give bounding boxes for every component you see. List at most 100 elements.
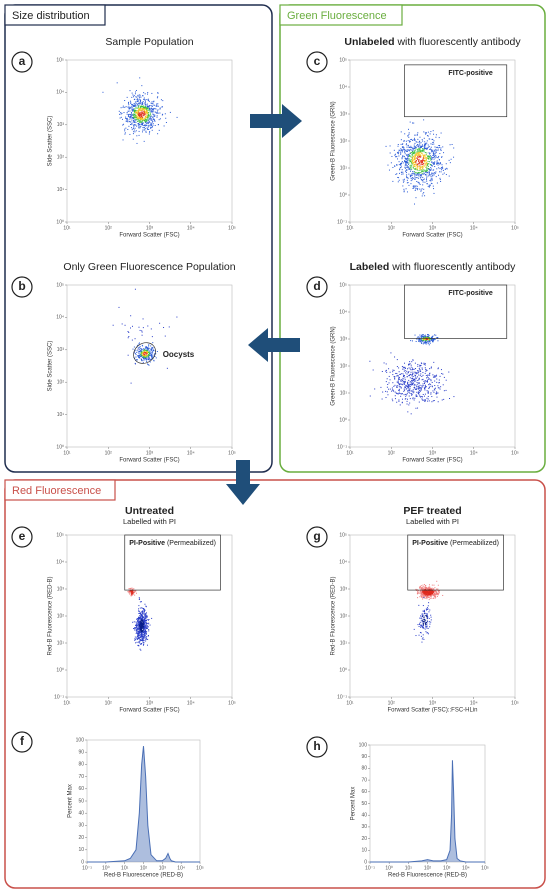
density-dot xyxy=(397,181,399,183)
density-dot xyxy=(401,171,403,173)
density-dot xyxy=(138,638,140,640)
density-dot xyxy=(421,334,423,336)
density-dot xyxy=(140,638,142,640)
density-dot xyxy=(120,116,122,118)
density-dot xyxy=(407,160,409,162)
gate xyxy=(404,284,508,339)
density-dot xyxy=(412,376,414,378)
density-dot xyxy=(131,110,133,112)
density-dot xyxy=(427,632,429,634)
density-dot xyxy=(407,387,409,389)
density-dot xyxy=(133,119,135,121)
density-dot xyxy=(418,382,420,384)
density-dot xyxy=(123,112,125,114)
density-dot xyxy=(416,385,418,387)
density-dot xyxy=(432,594,434,596)
density-dot xyxy=(146,127,148,129)
density-dot xyxy=(135,117,137,119)
density-dot xyxy=(410,373,412,375)
density-dot xyxy=(145,629,147,631)
density-dot xyxy=(422,615,424,617)
y-tick-label: 10⁴ xyxy=(339,309,347,315)
density-dot xyxy=(421,594,423,596)
density-dot xyxy=(425,174,427,176)
density-dot xyxy=(157,92,159,94)
density-dot xyxy=(409,364,411,366)
density-dot xyxy=(143,355,145,357)
density-dot xyxy=(423,338,425,340)
density-dot xyxy=(142,638,144,640)
density-dot xyxy=(429,133,431,135)
density-dot xyxy=(143,626,145,628)
density-dot xyxy=(133,125,135,127)
density-dot xyxy=(417,624,419,626)
density-dot xyxy=(410,152,412,154)
density-dot xyxy=(138,624,140,626)
density-dot xyxy=(439,168,441,170)
density-dot xyxy=(392,369,394,371)
density-dot xyxy=(140,112,142,114)
density-dot xyxy=(392,382,394,384)
density-dot xyxy=(411,377,413,379)
density-dot xyxy=(389,152,391,154)
density-dot xyxy=(391,155,393,157)
density-dot xyxy=(433,339,435,341)
density-dot xyxy=(419,596,421,598)
density-dot xyxy=(151,101,153,103)
density-dot xyxy=(132,138,134,140)
density-dot xyxy=(407,382,409,384)
density-dot xyxy=(413,173,415,175)
density-dot xyxy=(148,105,150,107)
gate-label-bold: PI-Positive xyxy=(412,540,448,547)
density-dot xyxy=(430,590,432,592)
density-dot xyxy=(428,169,430,171)
density-dot xyxy=(138,623,140,625)
y-tick-label: 70 xyxy=(361,777,367,783)
density-dot xyxy=(139,641,141,643)
density-dot xyxy=(148,359,150,361)
density-dot xyxy=(145,640,147,642)
density-dot xyxy=(433,388,435,390)
density-dot xyxy=(372,369,374,371)
density-dot xyxy=(147,113,149,115)
density-dot xyxy=(142,642,144,644)
density-dot xyxy=(433,376,435,378)
density-dot xyxy=(395,173,397,175)
density-dot xyxy=(413,159,415,161)
density-dot xyxy=(137,354,139,356)
density-dot xyxy=(149,131,151,133)
density-dot xyxy=(424,160,426,162)
density-dot xyxy=(412,166,414,168)
density-dot xyxy=(443,398,445,400)
density-dot xyxy=(420,632,422,634)
density-dot xyxy=(144,626,146,628)
density-dot xyxy=(415,380,417,382)
density-dot xyxy=(426,183,428,185)
density-dot xyxy=(428,145,430,147)
density-dot xyxy=(414,155,416,157)
density-dot xyxy=(424,171,426,173)
density-dot xyxy=(138,134,140,136)
density-dot xyxy=(147,119,149,121)
density-dot xyxy=(157,113,159,115)
density-dot xyxy=(138,102,140,104)
density-dot xyxy=(433,584,435,586)
density-dot xyxy=(403,382,405,384)
density-dot xyxy=(418,173,420,175)
density-dot xyxy=(131,117,133,119)
density-dot xyxy=(431,149,433,151)
density-dot xyxy=(407,163,409,165)
density-dot xyxy=(142,105,144,107)
density-dot xyxy=(150,107,152,109)
density-dot xyxy=(431,183,433,185)
density-dot xyxy=(129,116,131,118)
density-dot xyxy=(420,387,422,389)
density-dot xyxy=(412,156,414,158)
density-dot xyxy=(386,386,388,388)
density-dot xyxy=(133,110,135,112)
density-dot xyxy=(144,118,146,120)
density-dot xyxy=(118,306,120,308)
density-dot xyxy=(158,119,160,121)
density-dot xyxy=(141,349,143,351)
density-dot xyxy=(434,597,436,599)
